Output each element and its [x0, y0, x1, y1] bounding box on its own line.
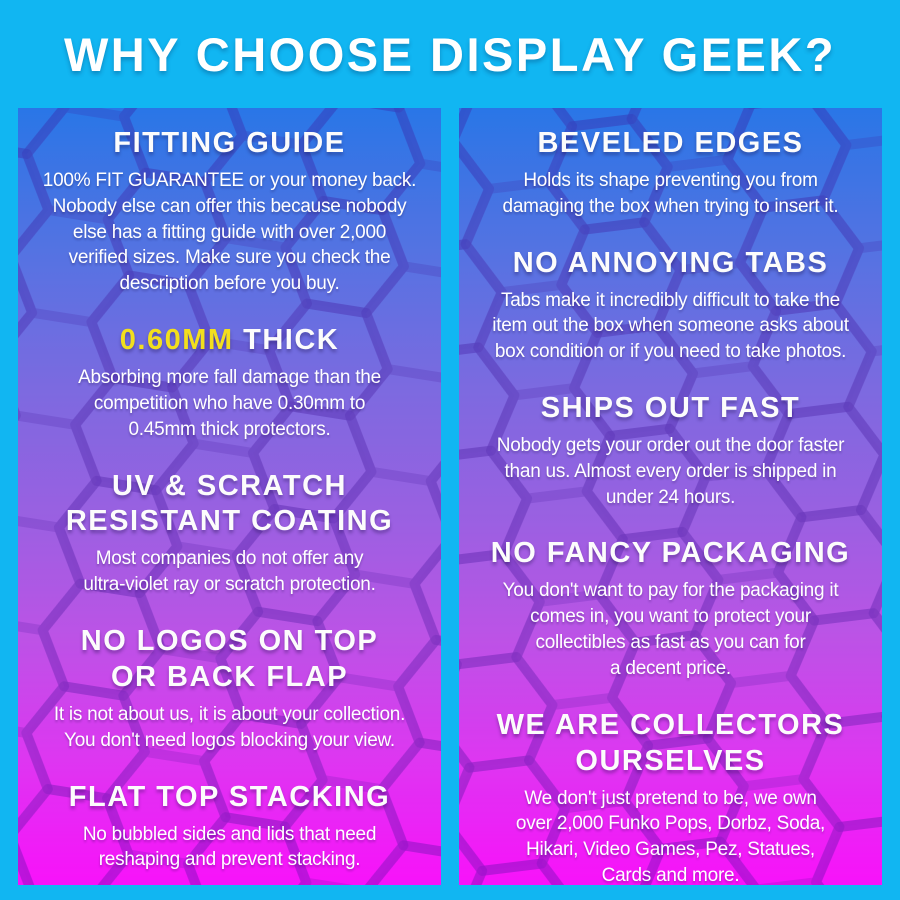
feature-section: BEVELED EDGES Holds its shape preventing … [465, 126, 876, 220]
feature-description: Nobody gets your order out the door fast… [496, 435, 845, 508]
feature-description: We don't just pretend to be, we own over… [515, 787, 826, 885]
feature-section: NO ANNOYING TABS Tabs make it incredibly … [465, 246, 876, 365]
feature-section: 0.60MM THICK Absorbing more fall damage t… [24, 323, 435, 442]
feature-heading: NO ANNOYING TABS [512, 246, 829, 279]
feature-section: NO FANCY PACKAGING You don't want to pay … [465, 536, 876, 681]
feature-description: Tabs make it incredibly difficult to tak… [492, 289, 849, 363]
feature-description: Most companies do not offer any ultra-vi… [83, 548, 376, 596]
feature-description: You don't want to pay for the packaging … [502, 580, 839, 679]
feature-section: WE ARE COLLECTORS OURSELVES We don't just… [465, 708, 876, 885]
feature-heading: BEVELED EDGES [537, 127, 804, 159]
feature-description: Absorbing more fall damage than the comp… [78, 367, 381, 440]
feature-heading: SHIPS OUT FAST [540, 392, 801, 425]
feature-section: FLAT TOP STACKING No bubbled sides and li… [24, 780, 435, 874]
feature-description: It is not about us, it is about your col… [53, 704, 406, 751]
feature-heading: 0.60MM THICK [119, 324, 340, 357]
feature-heading: FLAT TOP STACKING [68, 780, 391, 813]
left-panel: FITTING GUIDE 100% FIT GUARANTEE or your … [18, 108, 441, 885]
page-title: WHY CHOOSE DISPLAY GEEK? [63, 27, 837, 81]
feature-section: NO LOGOS ON TOP OR BACK FLAP It is not ab… [24, 624, 435, 754]
right-panel: BEVELED EDGES Holds its shape preventing … [459, 108, 882, 885]
feature-heading-accent: 0.60MM [119, 324, 234, 357]
header-banner: WHY CHOOSE DISPLAY GEEK? [0, 0, 900, 108]
feature-description: 100% FIT GUARANTEE or your money back. N… [42, 169, 417, 295]
feature-heading: UV & SCRATCH RESISTANT COATING [65, 469, 394, 538]
feature-section: FITTING GUIDE 100% FIT GUARANTEE or your … [24, 126, 435, 297]
feature-heading: NO LOGOS ON TOP OR BACK FLAP [80, 625, 379, 694]
feature-heading: NO FANCY PACKAGING [490, 537, 851, 570]
feature-panels: FITTING GUIDE 100% FIT GUARANTEE or your … [18, 108, 882, 885]
feature-section: UV & SCRATCH RESISTANT COATING Most compa… [24, 469, 435, 599]
feature-heading: WE ARE COLLECTORS OURSELVES [496, 708, 845, 777]
feature-description: Holds its shape preventing you from dama… [502, 169, 839, 217]
left-column-content: FITTING GUIDE 100% FIT GUARANTEE or your … [18, 108, 441, 883]
feature-section: SHIPS OUT FAST Nobody gets your order out… [465, 391, 876, 510]
right-column-content: BEVELED EDGES Holds its shape preventing … [459, 108, 882, 885]
feature-description: No bubbled sides and lids that need resh… [82, 823, 377, 871]
feature-heading: FITTING GUIDE [113, 127, 346, 159]
